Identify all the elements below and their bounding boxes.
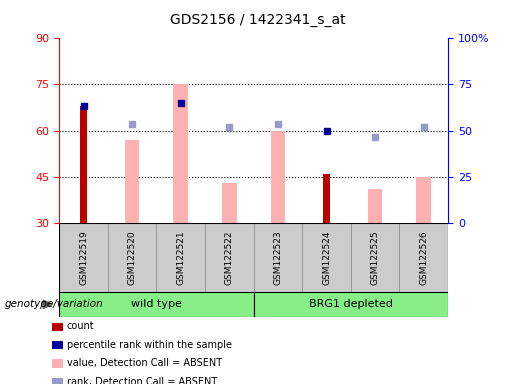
Text: rank, Detection Call = ABSENT: rank, Detection Call = ABSENT (67, 377, 217, 384)
Bar (302, 223, 351, 292)
Bar (174, 84, 188, 223)
Text: GDS2156 / 1422341_s_at: GDS2156 / 1422341_s_at (169, 13, 346, 27)
Text: value, Detection Call = ABSENT: value, Detection Call = ABSENT (67, 358, 222, 368)
Bar (205, 223, 253, 292)
Bar (417, 177, 431, 223)
Bar (271, 131, 285, 223)
Text: GSM122521: GSM122521 (176, 230, 185, 285)
Bar (157, 223, 205, 292)
Bar (59, 223, 108, 292)
Bar (253, 223, 302, 292)
Text: GSM122522: GSM122522 (225, 230, 234, 285)
Bar (368, 189, 383, 223)
Bar (125, 140, 140, 223)
FancyArrow shape (41, 300, 53, 309)
Bar (80, 106, 87, 223)
Text: wild type: wild type (131, 299, 182, 310)
Text: genotype/variation: genotype/variation (5, 299, 104, 310)
Text: GSM122523: GSM122523 (273, 230, 282, 285)
Bar (351, 223, 400, 292)
Text: GSM122520: GSM122520 (128, 230, 136, 285)
Text: GSM122524: GSM122524 (322, 230, 331, 285)
Bar (59, 292, 253, 317)
Bar (253, 292, 448, 317)
Text: percentile rank within the sample: percentile rank within the sample (67, 340, 232, 350)
Text: GSM122526: GSM122526 (419, 230, 428, 285)
Bar (108, 223, 157, 292)
Text: count: count (67, 321, 95, 331)
Text: GSM122525: GSM122525 (371, 230, 380, 285)
Bar (323, 174, 330, 223)
Bar (222, 183, 236, 223)
Text: BRG1 depleted: BRG1 depleted (309, 299, 393, 310)
Bar (400, 223, 448, 292)
Text: GSM122519: GSM122519 (79, 230, 88, 285)
